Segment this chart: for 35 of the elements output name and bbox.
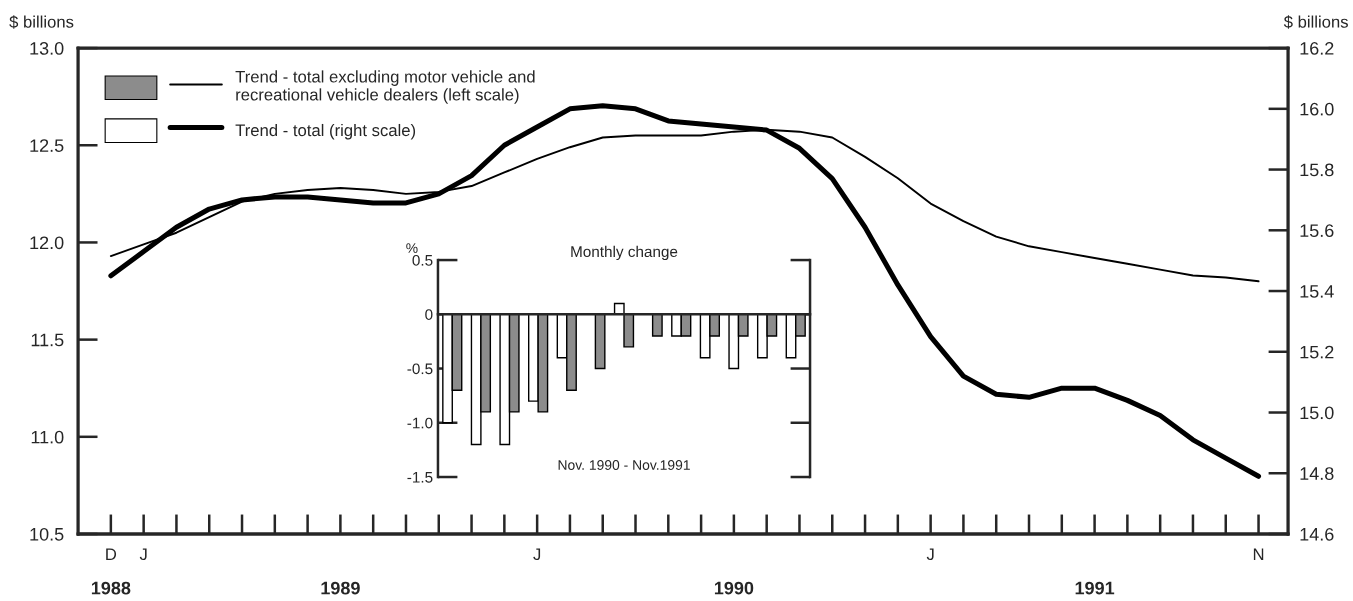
y2-tick-label: 14.8 <box>1300 467 1334 480</box>
legend-label: Trend - total (right scale) <box>235 123 416 140</box>
x-tick-label: J <box>926 548 934 561</box>
x-tick-label: 1989 <box>321 581 360 595</box>
y-tick-label: 13.0 <box>30 42 64 55</box>
y-axis-title: $ billions <box>9 15 74 29</box>
y2-tick-label: 15.4 <box>1300 285 1334 298</box>
chart-title: Monthly change <box>571 245 678 261</box>
y2-axis-title: $ billions <box>1283 15 1348 29</box>
y2-tick-label: 16.0 <box>1300 102 1334 116</box>
y2-tick-label: 15.6 <box>1300 224 1334 238</box>
x-tick-label: N <box>1253 548 1264 560</box>
y-tick-label: -1.5 <box>407 472 433 483</box>
y-tick-label: -0.5 <box>407 363 433 375</box>
y2-tick-label: 14.6 <box>1300 527 1334 541</box>
y2-tick-label: 15.2 <box>1300 345 1334 359</box>
annotation: Nov. 1990 - Nov.1991 <box>558 460 690 470</box>
y-tick-label: 0 <box>425 309 433 320</box>
y2-tick-label: 15.8 <box>1300 163 1334 177</box>
category-label: D 1988 <box>91 548 131 595</box>
x-tick-label: 1990 <box>714 581 754 595</box>
y-tick-label: 0.5 <box>412 254 433 266</box>
y-tick-label: 10.5 <box>30 527 64 541</box>
y-tick-label: 12.0 <box>30 236 64 250</box>
y-tick-label: 12.5 <box>30 139 64 152</box>
x-tick-label: J <box>139 548 147 561</box>
y-tick-label: 11.0 <box>31 430 64 444</box>
x-tick-label: 1991 <box>1075 581 1115 595</box>
y-tick-label: 11.5 <box>31 333 64 347</box>
y-tick-label: -1.0 <box>407 417 433 429</box>
legend-label: Trend - total excluding motor vehicle and recreational vehicle dealers (left scale) <box>235 70 535 104</box>
x-tick-label: J <box>533 548 541 561</box>
y2-tick-label: 16.2 <box>1300 42 1334 55</box>
y2-tick-label: 15.0 <box>1300 406 1334 420</box>
y-axis-title: % <box>406 243 418 253</box>
